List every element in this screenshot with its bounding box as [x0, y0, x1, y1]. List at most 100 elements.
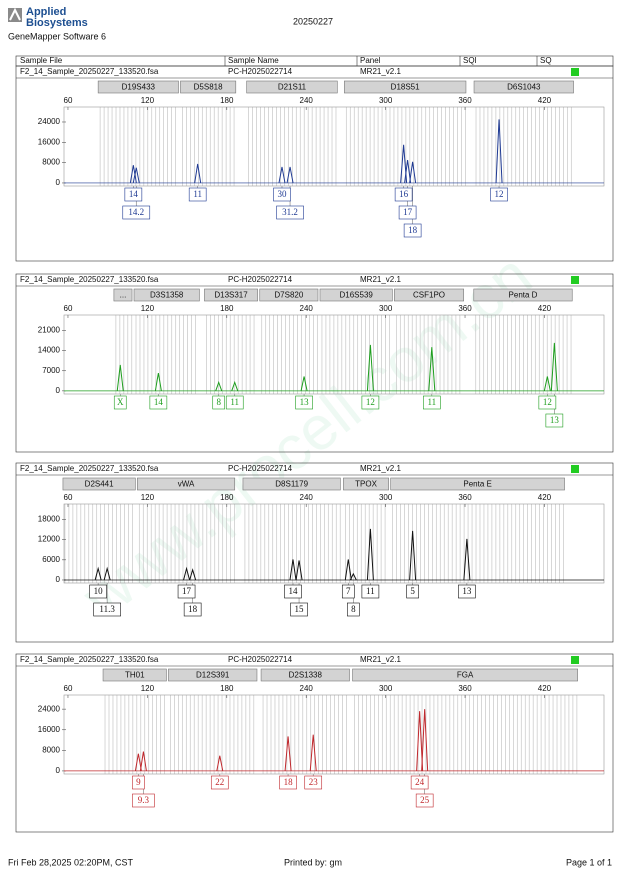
allele-box — [490, 187, 508, 202]
quality-flag — [571, 465, 579, 473]
marker-box — [352, 668, 578, 682]
y-tick-label: 8000 — [42, 745, 60, 754]
allele-box — [410, 775, 429, 790]
peak — [309, 734, 317, 771]
allele-box — [394, 187, 413, 202]
x-tick-label: 240 — [300, 96, 314, 105]
quality-flag — [571, 656, 579, 664]
marker-label: D3S1358 — [150, 291, 184, 300]
sample-file: F2_14_Sample_20250227_133520.fsa — [20, 655, 159, 664]
marker-box — [133, 288, 200, 302]
allele-box — [361, 395, 380, 410]
x-tick-label: 360 — [458, 304, 472, 313]
allele-box — [113, 395, 127, 410]
report-date: 20250227 — [293, 16, 333, 26]
y-tick-label: 0 — [56, 766, 61, 775]
y-tick-label: 18000 — [38, 515, 61, 524]
x-tick-label: 60 — [64, 96, 73, 105]
peak — [284, 736, 292, 771]
allele-label: 17 — [403, 207, 413, 217]
allele-label: 11 — [366, 586, 375, 596]
peak — [231, 381, 239, 392]
peak — [409, 530, 417, 581]
peak — [215, 381, 223, 392]
x-tick-label: 240 — [300, 304, 314, 313]
marker-label: D21S11 — [278, 83, 307, 92]
y-tick-label: 24000 — [38, 704, 61, 713]
peak — [366, 528, 374, 581]
x-tick-label: 360 — [458, 96, 472, 105]
x-tick-label: 180 — [220, 493, 234, 502]
peak — [94, 566, 102, 581]
column-label: Sample Name — [228, 56, 279, 65]
peak — [289, 559, 297, 581]
allele-label: X — [117, 397, 124, 407]
x-tick-label: 180 — [220, 96, 234, 105]
allele-label: 13 — [300, 397, 310, 407]
peak — [349, 572, 357, 581]
y-tick-label: 16000 — [38, 137, 61, 146]
allele-label: 22 — [215, 777, 224, 787]
marker-box — [394, 288, 465, 302]
y-tick-label: 0 — [56, 575, 61, 584]
x-tick-label: 180 — [220, 304, 234, 313]
y-tick-label: 16000 — [38, 725, 61, 734]
allele-box — [210, 775, 229, 790]
allele-label: 10 — [94, 586, 104, 596]
peak — [103, 566, 111, 581]
quality-flag — [571, 276, 579, 284]
y-tick-label: 8000 — [42, 158, 60, 167]
allele-box — [93, 602, 121, 617]
peak — [139, 751, 147, 771]
allele-label: 31.2 — [282, 207, 298, 217]
allele-box — [304, 775, 323, 790]
allele-label: 23 — [309, 777, 319, 787]
marker-box — [97, 80, 179, 94]
allele-box — [132, 775, 145, 790]
allele-label: 12 — [495, 189, 504, 199]
allele-label: 24 — [415, 777, 425, 787]
x-tick-label: 60 — [64, 493, 73, 502]
allele-box — [403, 223, 422, 238]
panel-frame — [15, 462, 614, 643]
allele-label: 12 — [543, 397, 552, 407]
x-tick-label: 420 — [538, 493, 552, 502]
allele-label: 5 — [410, 586, 415, 596]
allele-box — [295, 395, 313, 410]
footer-printed-by: Printed by: gm — [284, 857, 342, 867]
allele-box — [273, 187, 291, 202]
footer-page: Page 1 of 1 — [566, 857, 612, 867]
allele-label: 13 — [462, 586, 472, 596]
marker-box — [137, 477, 236, 491]
marker-box — [390, 477, 565, 491]
sample-name: PC-H2025022714 — [228, 67, 293, 76]
peak — [550, 342, 558, 391]
plot-frame — [63, 694, 605, 775]
sample-file: F2_14_Sample_20250227_133520.fsa — [20, 464, 159, 473]
peak — [404, 160, 412, 184]
marker-label: D18S51 — [391, 83, 420, 92]
allele-box — [149, 395, 168, 410]
allele-box — [458, 584, 476, 599]
marker-label: D7S820 — [274, 291, 303, 300]
peak — [300, 376, 308, 391]
peak — [421, 709, 429, 771]
marker-label: FGA — [457, 671, 474, 680]
marker-label: D5S818 — [194, 83, 223, 92]
allele-label: 14 — [288, 586, 298, 596]
panel-frame — [15, 653, 614, 833]
peak — [416, 711, 424, 771]
allele-label: 14 — [154, 397, 164, 407]
allele-label: 8 — [216, 397, 221, 407]
marker-box — [180, 80, 237, 94]
y-tick-label: 21000 — [38, 326, 61, 335]
peak — [543, 376, 551, 391]
marker-box — [102, 668, 167, 682]
panel-name: MR21_v2.1 — [360, 464, 401, 473]
marker-label: Penta D — [509, 291, 538, 300]
peak — [400, 144, 408, 183]
allele-box — [124, 187, 143, 202]
marker-label: D6S1043 — [507, 83, 541, 92]
